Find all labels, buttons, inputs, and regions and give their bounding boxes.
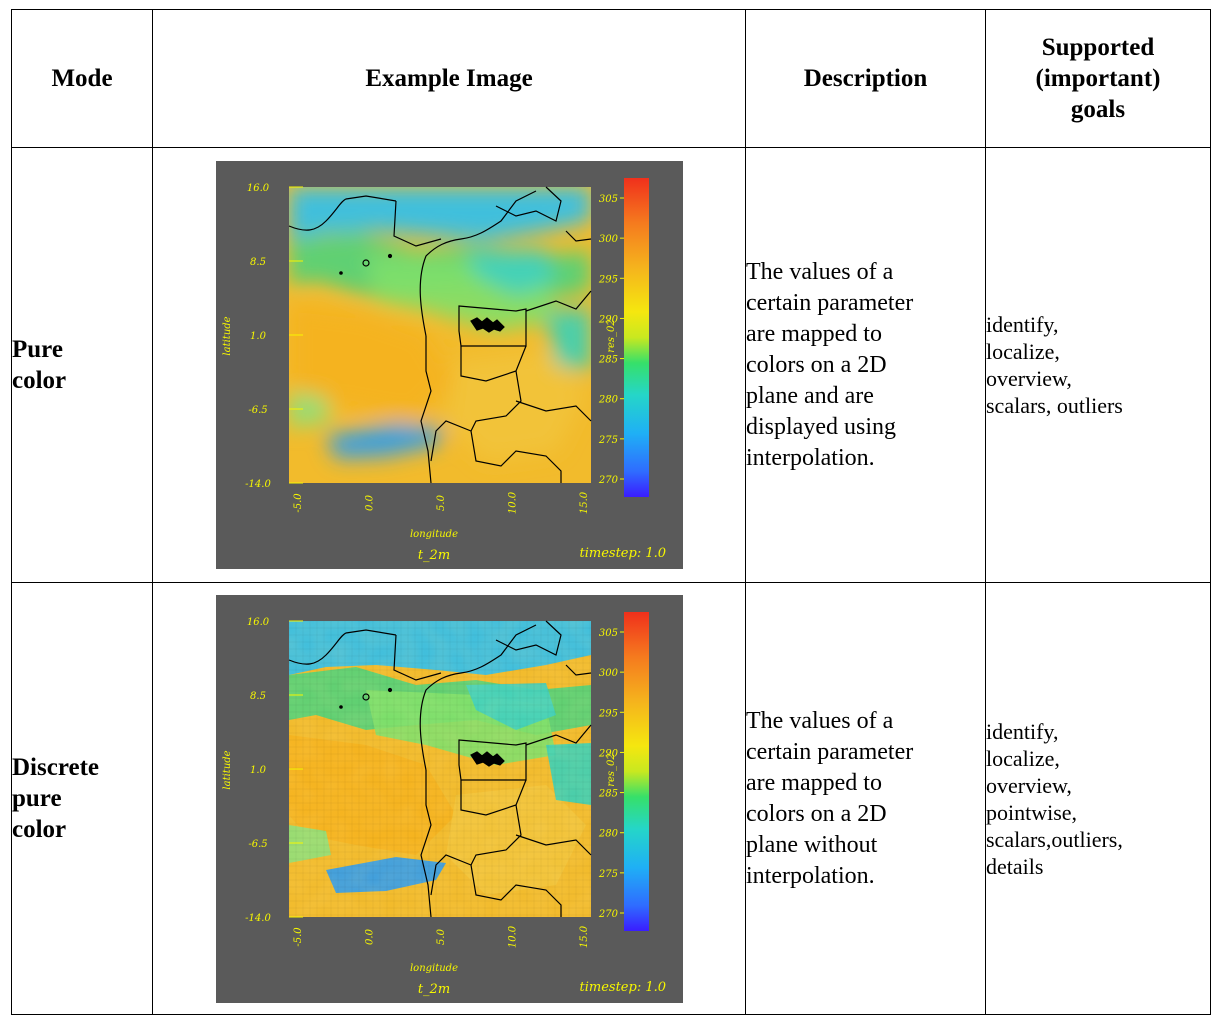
table-row: Discrete pure color 16.0 8.5 1.0 -6.5 -14.0 -… — [11, 582, 1211, 1015]
y-tick-label: 8.5 — [250, 257, 266, 268]
timestep-label: timestep: 1.0 — [579, 546, 666, 561]
country-borders — [288, 620, 591, 917]
x-tick-label: -5.0 — [293, 926, 304, 946]
x-tick-label: 10.0 — [507, 491, 518, 514]
colorbar-tick-label: 275 — [597, 868, 617, 879]
table-row: Pure color 16.0 8.5 1.0 -6.5 -14.0 -5.0 0.0 5.0… — [11, 147, 1211, 583]
row-mode: Discrete pure color — [11, 582, 153, 1015]
x-tick-label: 10.0 — [507, 925, 518, 948]
y-tick-label: 16.0 — [246, 617, 269, 628]
y-tick-label: -14.0 — [245, 479, 271, 490]
x-axis-label: longitude — [409, 963, 457, 974]
y-tick-label: 16.0 — [246, 183, 269, 194]
colorbar-tick-label: 270 — [597, 909, 618, 920]
x-tick-label: 5.0 — [436, 928, 447, 945]
header-description: Description — [745, 9, 986, 148]
row-goals: identify, localize, overview, pointwise,… — [985, 582, 1211, 1015]
example-plot-discrete: 16.0 8.5 1.0 -6.5 -14.0 -5.0 0.0 5.0 10.0 15.0 305… — [215, 594, 683, 1003]
variable-label: t_2m — [417, 548, 449, 563]
country-borders — [288, 186, 591, 484]
row-mode: Pure color — [11, 147, 153, 583]
y-tick-label: -6.5 — [248, 405, 267, 416]
header-goals: Supported (important) goals — [985, 9, 1211, 148]
colorbar-tick-label: 305 — [598, 194, 617, 205]
y-tick-label: -14.0 — [245, 913, 271, 924]
colorbar-tick-label: 300 — [598, 234, 618, 245]
y-tick-label: 1.0 — [250, 331, 267, 342]
x-tick-label: -5.0 — [293, 493, 304, 513]
y-tick-label: -6.5 — [248, 839, 267, 850]
plot-svg: 16.0 8.5 1.0 -6.5 -14.0 -5.0 0.0 5.0 10.0 15.0 305… — [222, 178, 666, 563]
example-plot-interpolated: 16.0 8.5 1.0 -6.5 -14.0 -5.0 0.0 5.0 10.0 15.0 305… — [215, 161, 683, 569]
y-axis-label: latitude — [222, 750, 233, 789]
x-tick-label: 15.0 — [579, 491, 590, 514]
colorbar-tick-label: 290 — [597, 748, 618, 759]
colorbar-tick-label: 280 — [597, 395, 618, 406]
comparison-table: Mode Example Image Description Supported… — [11, 9, 1211, 1015]
colorbar-tick-label: 280 — [597, 828, 618, 839]
colorbar-tick-label: 295 — [597, 708, 617, 719]
variable-label: t_2m — [417, 982, 449, 997]
temperature-field — [288, 187, 591, 483]
header-row: Mode Example Image Description Supported… — [11, 9, 1211, 148]
colorbar-label: res_02 — [606, 319, 617, 353]
x-tick-label: 5.0 — [436, 494, 447, 511]
y-tick-label: 1.0 — [250, 765, 267, 776]
example-image-cell: 16.0 8.5 1.0 -6.5 -14.0 -5.0 0.0 5.0 10.0 15.0 305… — [152, 147, 746, 583]
x-tick-label: 15.0 — [579, 925, 590, 948]
colorbar-tick-label: 290 — [597, 314, 618, 325]
colorbar-tick-label: 285 — [597, 355, 617, 366]
y-axis-label: latitude — [222, 316, 233, 355]
x-tick-label: 0.0 — [364, 494, 375, 511]
header-mode: Mode — [11, 9, 153, 148]
colorbar-label: res_02 — [606, 753, 617, 787]
row-description: The values of a certain parameter are ma… — [745, 147, 986, 583]
colorbar — [623, 611, 649, 931]
colorbar-tick-label: 295 — [597, 274, 617, 285]
colorbar-tick-label: 305 — [598, 628, 617, 639]
colorbar-tick-label: 270 — [597, 475, 618, 486]
colorbar — [623, 178, 649, 497]
colorbar-tick-label: 300 — [598, 668, 618, 679]
x-axis-label: longitude — [409, 529, 457, 540]
row-description: The values of a certain parameter are ma… — [745, 582, 986, 1015]
colorbar-tick-label: 275 — [597, 435, 617, 446]
x-tick-label: 0.0 — [364, 928, 375, 945]
temperature-field — [288, 620, 591, 917]
colorbar-tick-label: 285 — [597, 788, 617, 799]
timestep-label: timestep: 1.0 — [579, 980, 666, 995]
header-example-image: Example Image — [152, 9, 746, 148]
example-image-cell: 16.0 8.5 1.0 -6.5 -14.0 -5.0 0.0 5.0 10.0 15.0 305… — [152, 582, 746, 1015]
plot-svg: 16.0 8.5 1.0 -6.5 -14.0 -5.0 0.0 5.0 10.0 15.0 305… — [222, 611, 666, 997]
row-goals: identify, localize, overview, scalars, o… — [985, 147, 1211, 583]
y-tick-label: 8.5 — [250, 691, 266, 702]
